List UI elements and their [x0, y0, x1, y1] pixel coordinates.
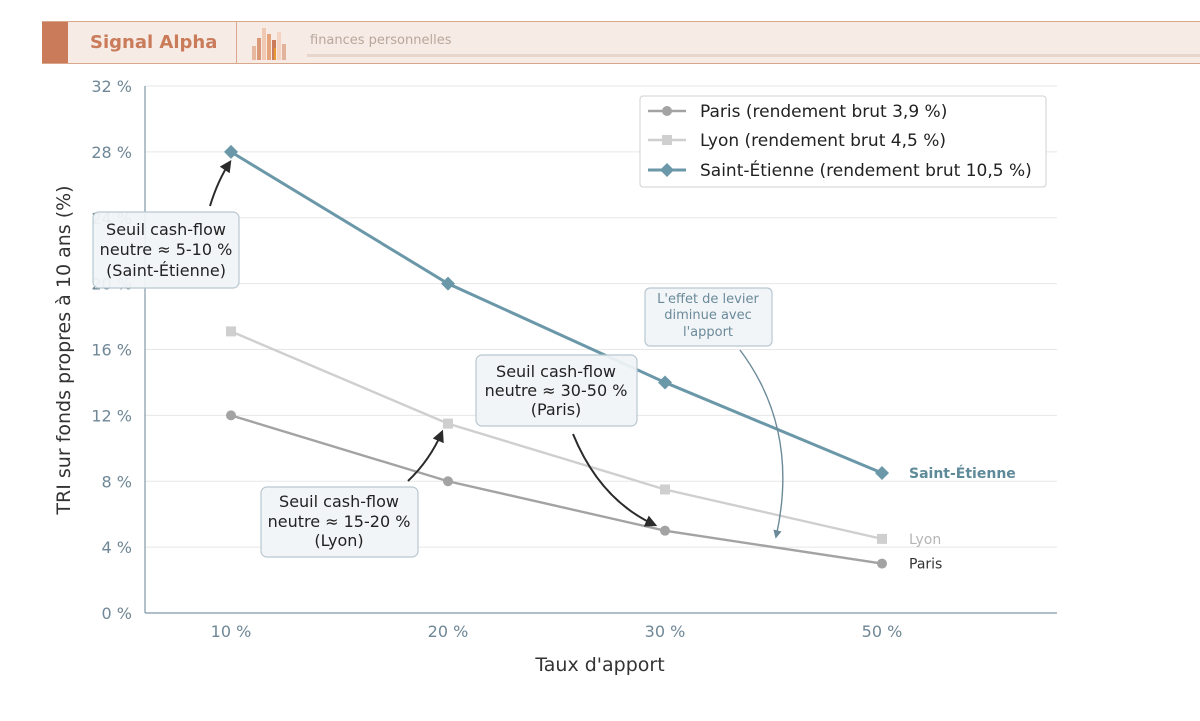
series	[224, 144, 889, 569]
data-point	[875, 466, 889, 481]
series-2	[226, 326, 887, 544]
legend: Paris (rendement brut 3,9 %) Lyon (rende…	[639, 95, 1047, 188]
data-point	[658, 375, 672, 390]
legend-marker-st	[660, 163, 674, 177]
series-end-label: Paris	[909, 557, 942, 573]
arrow-paris	[572, 433, 658, 527]
data-point	[226, 410, 236, 421]
data-point	[443, 418, 453, 429]
arrow-lyon	[407, 429, 444, 482]
x-tick-label: 50 %	[862, 622, 903, 641]
annotation-lyon-line1: Seuil cash-flow	[279, 492, 399, 511]
y-tick-label: 12 %	[91, 406, 132, 425]
annotation-arrows	[209, 160, 784, 539]
arrow-st	[209, 160, 232, 207]
annotation-levier: L'effet de levier diminue avec l'apport	[644, 287, 773, 347]
header-accent	[42, 22, 68, 63]
data-point	[877, 558, 887, 569]
data-point	[226, 326, 236, 337]
y-tick-label: 28 %	[91, 143, 132, 162]
annotation-st: Seuil cash-flow neutre ≈ 5-10 % (Saint-É…	[92, 211, 240, 289]
data-point	[660, 484, 670, 495]
series-line	[230, 150, 883, 475]
annotation-paris: Seuil cash-flow neutre ≈ 30-50 % (Paris)	[475, 354, 638, 427]
y-tick-label: 4 %	[102, 538, 132, 557]
annotation-lyon-line3: (Lyon)	[314, 531, 363, 550]
y-tick-label: 0 %	[102, 604, 132, 623]
x-tick-labels: 10 % 20 % 30 % 50 %	[211, 622, 903, 641]
x-tick-label: 20 %	[428, 622, 469, 641]
header-tagline: finances personnelles	[310, 33, 452, 48]
annotation-st-line1: Seuil cash-flow	[106, 220, 226, 239]
x-tick-label: 30 %	[645, 622, 686, 641]
series-1	[226, 410, 887, 569]
arrow-levier	[739, 349, 784, 539]
annotation-paris-line1: Seuil cash-flow	[496, 362, 616, 381]
series-end-labels: Paris Lyon Saint-Étienne	[909, 465, 1016, 573]
x-axis-label: Taux d'apport	[534, 654, 664, 676]
x-tick-label: 10 %	[211, 622, 252, 641]
y-tick-labels: 0 %4 %8 %12 %16 %20 %24 %28 %32 %	[91, 77, 132, 623]
axes	[144, 86, 1057, 614]
series-line	[230, 414, 883, 565]
logo-icon	[252, 28, 286, 60]
annotation-levier-line1: L'effet de levier	[657, 292, 759, 307]
data-point	[443, 476, 453, 487]
series-line	[230, 330, 883, 541]
brand-name: Signal Alpha	[90, 32, 218, 53]
header-bar: Signal Alpha finances personnelles	[42, 21, 1200, 64]
data-point	[877, 533, 887, 544]
y-tick-label: 8 %	[102, 472, 132, 491]
legend-label-st: Saint-Étienne (rendement brut 10,5 %)	[700, 159, 1032, 181]
legend-frame	[639, 95, 1047, 188]
header-divider	[236, 22, 237, 63]
annotation-levier-line2: diminue avec	[664, 308, 752, 323]
series-3	[224, 144, 889, 481]
annotation-lyon-line2: neutre ≈ 15-20 %	[268, 512, 411, 531]
annotation-paris-line3: (Paris)	[531, 400, 582, 419]
data-point	[224, 144, 238, 159]
y-tick-label: 16 %	[91, 341, 132, 360]
series-end-label: Saint-Étienne	[909, 465, 1016, 482]
annotation-lyon: Seuil cash-flow neutre ≈ 15-20 % (Lyon)	[260, 486, 419, 558]
series-end-label: Lyon	[909, 532, 941, 548]
annotation-st-line2: neutre ≈ 5-10 %	[100, 240, 233, 259]
legend-label-paris: Paris (rendement brut 3,9 %)	[700, 102, 947, 122]
annotation-levier-line3: l'apport	[683, 325, 733, 340]
legend-marker-paris	[662, 106, 672, 116]
legend-label-lyon: Lyon (rendement brut 4,5 %)	[700, 131, 946, 151]
annotation-st-line3: (Saint-Étienne)	[106, 261, 226, 280]
data-point	[441, 276, 455, 291]
header-underline	[307, 54, 1200, 57]
legend-marker-lyon	[662, 135, 672, 145]
y-axis-label: TRI sur fonds propres à 10 ans (%)	[53, 185, 75, 515]
annotation-paris-line2: neutre ≈ 30-50 %	[485, 381, 628, 400]
y-tick-label: 32 %	[91, 77, 132, 96]
data-point	[660, 525, 670, 536]
